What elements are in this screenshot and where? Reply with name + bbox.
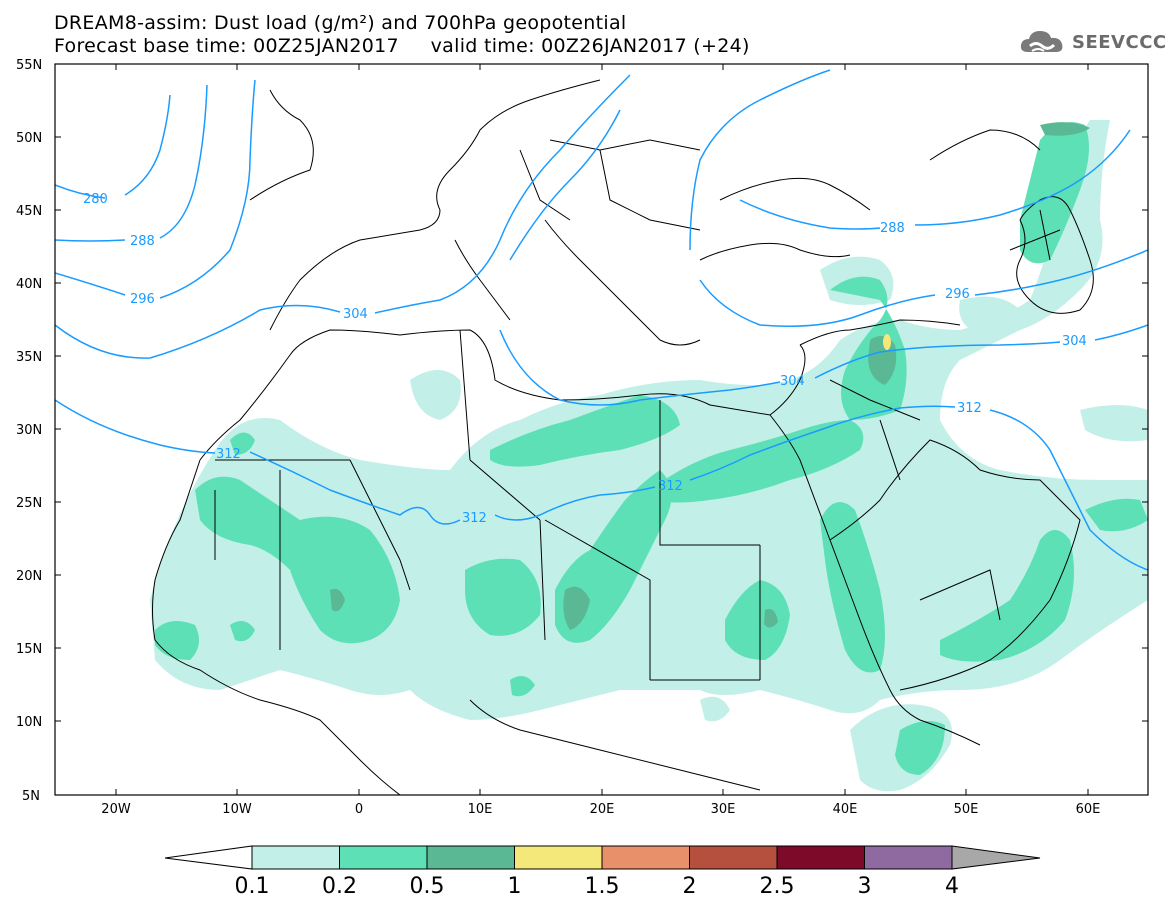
colorbar-swatch xyxy=(426,845,515,870)
colorbar-label: 1.5 xyxy=(585,874,620,899)
colorbar-swatch xyxy=(601,845,690,870)
colorbar-label: 4 xyxy=(945,874,959,899)
lon-label: 50E xyxy=(954,802,979,817)
colorbar-over-arrow xyxy=(951,845,1041,870)
lon-label: 30E xyxy=(711,802,736,817)
colorbar-label: 2 xyxy=(683,874,697,899)
lon-label: 20W xyxy=(101,802,131,817)
colorbar-swatch xyxy=(864,845,953,870)
colorbar-label: 3 xyxy=(858,874,872,899)
lat-label: 5N xyxy=(22,789,40,804)
contour-label-288-b: 288 xyxy=(880,221,905,236)
lon-label: 10E xyxy=(468,802,493,817)
colorbar-swatch xyxy=(514,845,603,870)
lon-label: 40E xyxy=(833,802,858,817)
dust-level-1 xyxy=(883,334,891,350)
lat-label: 25N xyxy=(16,496,42,511)
longitude-labels: 20W 10W 0 10E 20E 30E 40E 50E 60E xyxy=(101,802,1100,817)
lon-label: 20E xyxy=(590,802,615,817)
contour-label-304-b: 304 xyxy=(780,374,805,389)
contour-label-312-d: 312 xyxy=(957,401,982,416)
colorbar-swatch xyxy=(776,845,865,870)
contour-label-296-b: 296 xyxy=(945,287,970,302)
lon-label: 60E xyxy=(1076,802,1101,817)
dust-load-field xyxy=(150,120,1148,792)
latitude-labels: 55N 50N 45N 40N 35N 30N 25N 20N 15N 10N … xyxy=(16,58,42,804)
cloud-icon xyxy=(1020,31,1063,52)
contour-label-312-b: 312 xyxy=(462,511,487,526)
lat-label: 30N xyxy=(16,423,42,438)
axis-ticks xyxy=(55,64,1148,795)
lat-label: 10N xyxy=(16,715,42,730)
contour-label-280: 280 xyxy=(83,192,108,207)
colorbar-swatch xyxy=(251,845,340,870)
contour-label-288: 288 xyxy=(130,234,155,249)
colorbar-swatch xyxy=(689,845,778,870)
lat-label: 45N xyxy=(16,204,42,219)
contour-label-312-a: 312 xyxy=(216,447,241,462)
lat-label: 40N xyxy=(16,277,42,292)
colorbar: 0.1 0.2 0.5 1 1.5 2 2.5 3 4 xyxy=(164,845,1041,899)
dust-level-0.2 xyxy=(155,122,1148,775)
colorbar-label: 1 xyxy=(508,874,522,899)
lat-label: 35N xyxy=(16,350,42,365)
lon-label: 0 xyxy=(355,802,363,817)
forecast-time-line: Forecast base time: 00Z25JAN2017 valid t… xyxy=(54,35,750,57)
logo-text: SEEVCCC xyxy=(1072,31,1165,53)
colorbar-under-arrow xyxy=(164,845,253,870)
lat-label: 50N xyxy=(16,131,42,146)
lat-label: 15N xyxy=(16,642,42,657)
contour-label-296: 296 xyxy=(130,292,155,307)
colorbar-swatch xyxy=(339,845,428,870)
dust-level-0.1 xyxy=(150,120,1148,792)
coastlines xyxy=(152,79,1094,795)
lat-label: 20N xyxy=(16,569,42,584)
lon-label: 10W xyxy=(222,802,252,817)
map-title: DREAM8-assim: Dust load (g/m²) and 700hP… xyxy=(54,12,627,34)
seevccc-logo: SEEVCCC xyxy=(1018,26,1165,58)
geopotential-contours xyxy=(55,69,1148,571)
contour-label-304: 304 xyxy=(343,307,368,322)
contour-label-312-c: 312 xyxy=(658,479,683,494)
lat-label: 55N xyxy=(16,58,42,73)
colorbar-label: 0.1 xyxy=(235,874,270,899)
contour-label-304-c: 304 xyxy=(1062,334,1087,349)
colorbar-label: 0.2 xyxy=(322,874,357,899)
contour-labels: 280 288 296 304 312 312 312 312 304 296 … xyxy=(83,192,1087,526)
colorbar-label: 0.5 xyxy=(410,874,445,899)
colorbar-label: 2.5 xyxy=(760,874,795,899)
